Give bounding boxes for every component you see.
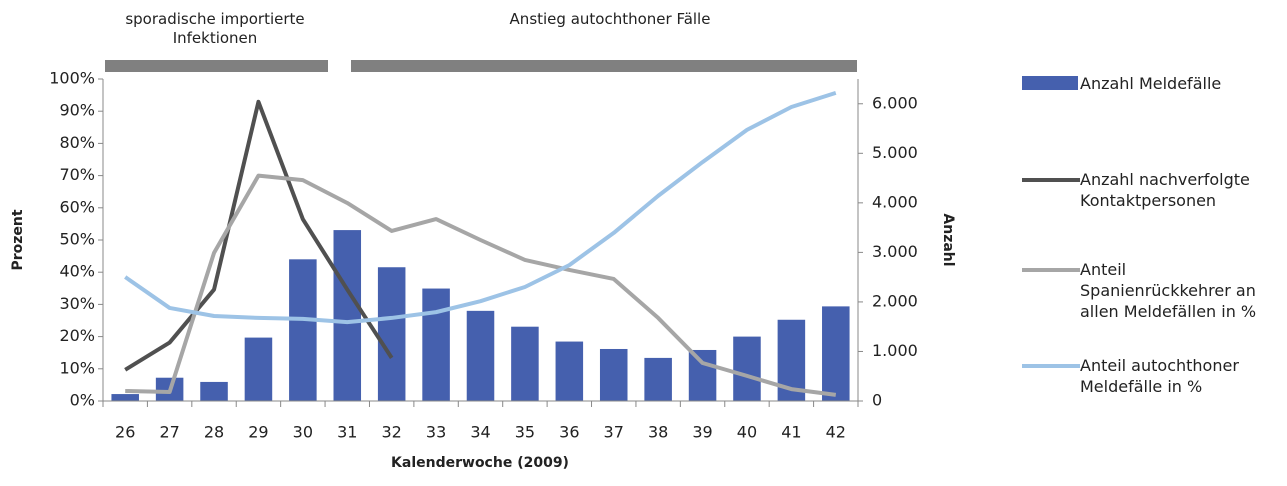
- legend-label: Anteil autochthoner Meldefälle in %: [1080, 356, 1239, 396]
- x-tick-label: 28: [204, 423, 224, 442]
- bar: [422, 288, 450, 401]
- y2-tick-label: 2.000: [872, 291, 918, 310]
- bar: [688, 349, 717, 401]
- annotation: Anstieg autochthoner Fälle: [509, 10, 711, 28]
- y2-tick-label: 4.000: [872, 192, 918, 211]
- phase-bar: [105, 60, 328, 72]
- y-tick-label: 100%: [49, 69, 95, 88]
- x-tick-label: 37: [604, 423, 624, 442]
- y2-tick-label: 0: [872, 391, 882, 410]
- line-series: [125, 173, 837, 397]
- x-tick-label: 31: [337, 423, 357, 442]
- bar: [555, 341, 584, 401]
- x-tick-label: 35: [515, 423, 535, 442]
- legend-label: Anteil Spanienrückkehrer an allen Meldef…: [1080, 260, 1257, 321]
- bar: [822, 306, 850, 401]
- y-tick-label: 30%: [59, 294, 95, 313]
- x-tick-label: 36: [559, 423, 579, 442]
- y-tick-label: 0%: [70, 391, 95, 410]
- bar: [289, 259, 317, 401]
- bar: [511, 326, 539, 401]
- x-tick-label: 27: [159, 423, 179, 442]
- y-axis-label: Prozent: [10, 209, 26, 270]
- y2-tick-label: 1.000: [872, 341, 918, 360]
- line-series: [124, 90, 837, 325]
- y-tick-label: 90%: [59, 101, 95, 120]
- bar: [733, 336, 761, 401]
- annotation: sporadische importierte Infektionen: [125, 10, 305, 47]
- y2-tick-label: 5.000: [872, 143, 918, 162]
- x-tick-label: 39: [692, 423, 712, 442]
- bar: [599, 348, 628, 401]
- phase-bar: [351, 60, 857, 72]
- x-tick-label: 38: [648, 423, 668, 442]
- x-tick-label: 32: [381, 423, 401, 442]
- x-tick-label: 42: [826, 423, 846, 442]
- x-tick-label: 34: [470, 423, 490, 442]
- y-tick-label: 40%: [59, 262, 95, 281]
- x-tick-label: 41: [781, 423, 801, 442]
- bar: [466, 310, 495, 401]
- x-axis-label: Kalenderwoche (2009): [391, 455, 569, 471]
- x-tick-label: 29: [248, 423, 268, 442]
- x-tick-label: 33: [426, 423, 446, 442]
- bar: [111, 394, 139, 401]
- y-tick-label: 60%: [59, 197, 95, 216]
- x-tick-label: 30: [293, 423, 313, 442]
- legend-label: Anzahl nachverfolgte Kontaktpersonen: [1080, 170, 1250, 210]
- y2-tick-label: 6.000: [872, 93, 918, 112]
- y2-tick-label: 3.000: [872, 242, 918, 261]
- y-tick-label: 70%: [59, 165, 95, 184]
- line-series: [124, 99, 394, 372]
- y-tick-label: 50%: [59, 230, 95, 249]
- bar: [244, 337, 273, 401]
- y-tick-label: 10%: [59, 358, 95, 377]
- bar: [644, 357, 672, 401]
- y-tick-label: 80%: [59, 133, 95, 152]
- bar: [333, 230, 362, 401]
- bar: [377, 267, 406, 401]
- bar: [200, 381, 228, 401]
- x-tick-label: 40: [737, 423, 757, 442]
- y2-axis-label: Anzahl: [940, 213, 956, 266]
- y-tick-label: 20%: [59, 326, 95, 345]
- x-tick-label: 26: [115, 423, 135, 442]
- legend-swatch: [1022, 76, 1078, 90]
- legend-label: Anzahl Meldefälle: [1080, 74, 1222, 93]
